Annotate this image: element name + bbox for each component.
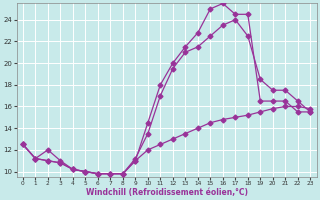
X-axis label: Windchill (Refroidissement éolien,°C): Windchill (Refroidissement éolien,°C): [85, 188, 248, 197]
